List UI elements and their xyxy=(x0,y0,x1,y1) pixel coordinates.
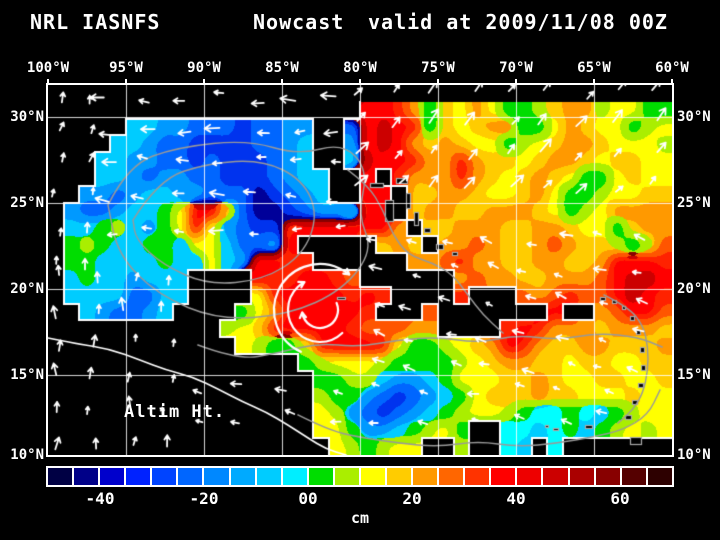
lat-tick-label-right: 15°N xyxy=(677,367,711,383)
lon-tick-label: 70°W xyxy=(499,60,533,76)
lat-tick-label-right: 10°N xyxy=(677,447,711,463)
colorbar-cell xyxy=(358,468,386,485)
title-model: NRL IASNFS xyxy=(30,10,161,34)
lon-tick-label: 60°W xyxy=(655,60,689,76)
lon-tick-label: 100°W xyxy=(26,60,70,76)
colorbar-cell xyxy=(489,468,516,485)
lon-tick-mark xyxy=(515,79,517,84)
colorbar-tick-label: 60 xyxy=(610,489,630,508)
colorbar-cell xyxy=(541,468,568,485)
lon-tick-label: 95°W xyxy=(109,60,143,76)
lon-tick-label: 80°W xyxy=(343,60,377,76)
field-variable-label: Altim Ht. xyxy=(124,402,226,422)
lon-tick-mark xyxy=(125,79,127,84)
colorbar-cell xyxy=(280,468,307,485)
lon-tick-mark xyxy=(203,79,205,84)
colorbar-cell xyxy=(593,468,620,485)
colorbar-cell xyxy=(515,468,542,485)
lat-tick-label-left: 25°N xyxy=(10,195,44,211)
colorbar-cell xyxy=(98,468,125,485)
colorbar xyxy=(46,466,674,487)
lon-tick-mark xyxy=(47,79,49,84)
lat-tick-label-right: 25°N xyxy=(677,195,711,211)
lon-tick-mark xyxy=(671,79,673,84)
colorbar-cell xyxy=(176,468,203,485)
colorbar-cell xyxy=(254,468,281,485)
title-stage: Nowcast xyxy=(253,10,345,34)
colorbar-cell xyxy=(72,468,99,485)
colorbar-cell xyxy=(124,468,151,485)
lat-tick-label-left: 10°N xyxy=(10,447,44,463)
map-plot-area xyxy=(46,83,674,457)
title-valid-time: valid at 2009/11/08 00Z xyxy=(368,10,668,34)
colorbar-cell xyxy=(463,468,490,485)
colorbar-cell xyxy=(150,468,177,485)
lon-tick-mark xyxy=(437,79,439,84)
colorbar-cell xyxy=(411,468,438,485)
lon-tick-mark xyxy=(593,79,595,84)
colorbar-cell xyxy=(306,468,333,485)
colorbar-unit-label: cm xyxy=(350,509,370,527)
lat-tick-label-left: 30°N xyxy=(10,109,44,125)
colorbar-tick-label: 00 xyxy=(298,489,318,508)
lon-tick-label: 75°W xyxy=(421,60,455,76)
colorbar-cell xyxy=(332,468,359,485)
colorbar-cell xyxy=(202,468,229,485)
colorbar-cell xyxy=(48,468,73,485)
colorbar-cell xyxy=(228,468,255,485)
lon-tick-mark xyxy=(281,79,283,84)
colorbar-cell xyxy=(385,468,412,485)
colorbar-tick-label: 20 xyxy=(402,489,422,508)
colorbar-tick-label: -20 xyxy=(189,489,219,508)
lon-tick-label: 85°W xyxy=(265,60,299,76)
colorbar-cell xyxy=(437,468,464,485)
lat-tick-label-right: 20°N xyxy=(677,281,711,297)
lat-tick-label-left: 15°N xyxy=(10,367,44,383)
colorbar-cell xyxy=(645,468,672,485)
colorbar-cell xyxy=(619,468,646,485)
colorbar-tick-label: -40 xyxy=(85,489,115,508)
lat-tick-label-left: 20°N xyxy=(10,281,44,297)
colorbar-tick-label: 40 xyxy=(506,489,526,508)
lon-tick-mark xyxy=(359,79,361,84)
lon-tick-label: 90°W xyxy=(187,60,221,76)
lon-tick-label: 65°W xyxy=(577,60,611,76)
lat-tick-label-right: 30°N xyxy=(677,109,711,125)
ssh-field-canvas xyxy=(48,85,672,455)
colorbar-cell xyxy=(567,468,594,485)
